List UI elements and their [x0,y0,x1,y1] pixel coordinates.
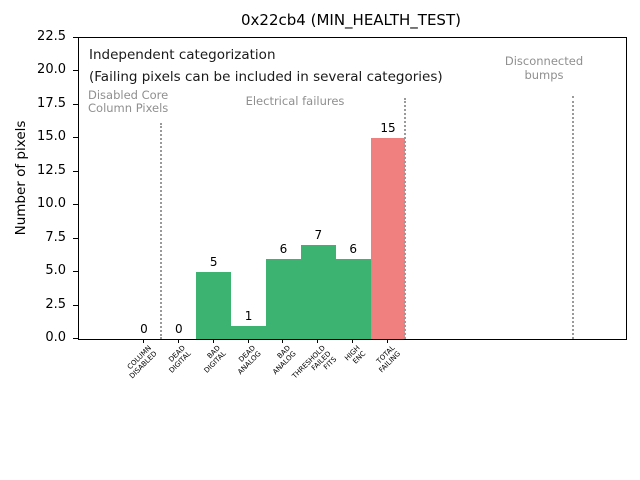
x-tick [143,339,144,343]
x-tick-label-bad-digital: BAD DIGITAL [203,344,229,375]
y-tick-label: 17.5 [37,95,66,111]
bar-value-threshold-failed-fits: 7 [314,228,323,243]
y-tick [73,204,78,205]
x-tick-label-total-failing: TOTAL FAILING [375,344,403,375]
bar-bad-analog [265,258,301,339]
y-tick [73,37,78,38]
y-tick-label: 5.0 [45,263,66,279]
bar-total-failing [370,138,406,339]
y-tick [73,137,78,138]
x-tick [386,339,388,343]
bar-threshold-failed-fits [300,245,336,339]
bar-value-bad-analog: 6 [279,241,288,256]
y-tick-label: 12.5 [37,162,66,178]
x-tick [247,339,249,343]
y-tick [73,70,78,71]
x-tick-label-dead-digital: DEAD DIGITAL [167,344,194,375]
section-label-disabled-core-column-pixels: Disabled Core Column Pixels [88,88,169,115]
x-tick [317,339,319,343]
annotation-independent-categorization: Independent categorization [89,47,276,63]
y-tick-label: 20.0 [37,62,66,78]
section-divider-2 [572,96,575,339]
x-tick [212,339,214,343]
y-tick-label: 15.0 [37,129,66,145]
y-tick [73,171,78,172]
plot-area: Independent categorization (Failing pixe… [78,37,627,340]
x-tick-label-threshold-failed-fits: THRESHOLD FAILED FITS [290,344,339,381]
y-tick-label: 22.5 [37,29,66,44]
y-tick [73,238,78,239]
bar-bad-digital [196,272,232,339]
section-divider-0 [160,123,163,339]
y-tick-label: 10.0 [37,196,66,212]
section-label-electrical-failures: Electrical failures [245,94,345,108]
x-tick [282,339,284,343]
annotation-failing-pixels-note: (Failing pixels can be included in sever… [89,69,443,85]
bar-value-total-failing: 15 [380,121,396,136]
x-tick [177,339,179,343]
bar-value-dead-digital: 0 [175,322,183,336]
x-tick-label-dead-analog: DEAD ANALOG [236,344,263,377]
bar-dead-analog [231,325,266,339]
bar-value-column-disabled: 0 [140,322,148,336]
bar-value-high-enc: 6 [349,241,357,256]
y-tick [73,338,78,339]
y-tick-label: 0.0 [45,330,66,345]
x-tick-label-column-disabled: COLUMN DISABLED [125,344,159,381]
x-tick-label-high-enc: HIGH ENC [343,344,368,366]
section-divider-1 [404,98,407,339]
chart-title: 0x22cb4 (MIN_HEALTH_TEST) [241,11,461,29]
y-tick [73,104,78,105]
bar-high-enc [335,258,371,339]
bar-value-bad-digital: 5 [209,255,218,270]
y-tick-label: 2.5 [45,296,66,312]
x-tick [352,339,354,343]
section-label-disconnected-bumps: Disconnected bumps [504,54,584,82]
bar-value-dead-analog: 1 [244,308,253,323]
y-tick [73,305,78,306]
y-tick [73,271,78,272]
y-tick-label: 7.5 [45,229,66,245]
